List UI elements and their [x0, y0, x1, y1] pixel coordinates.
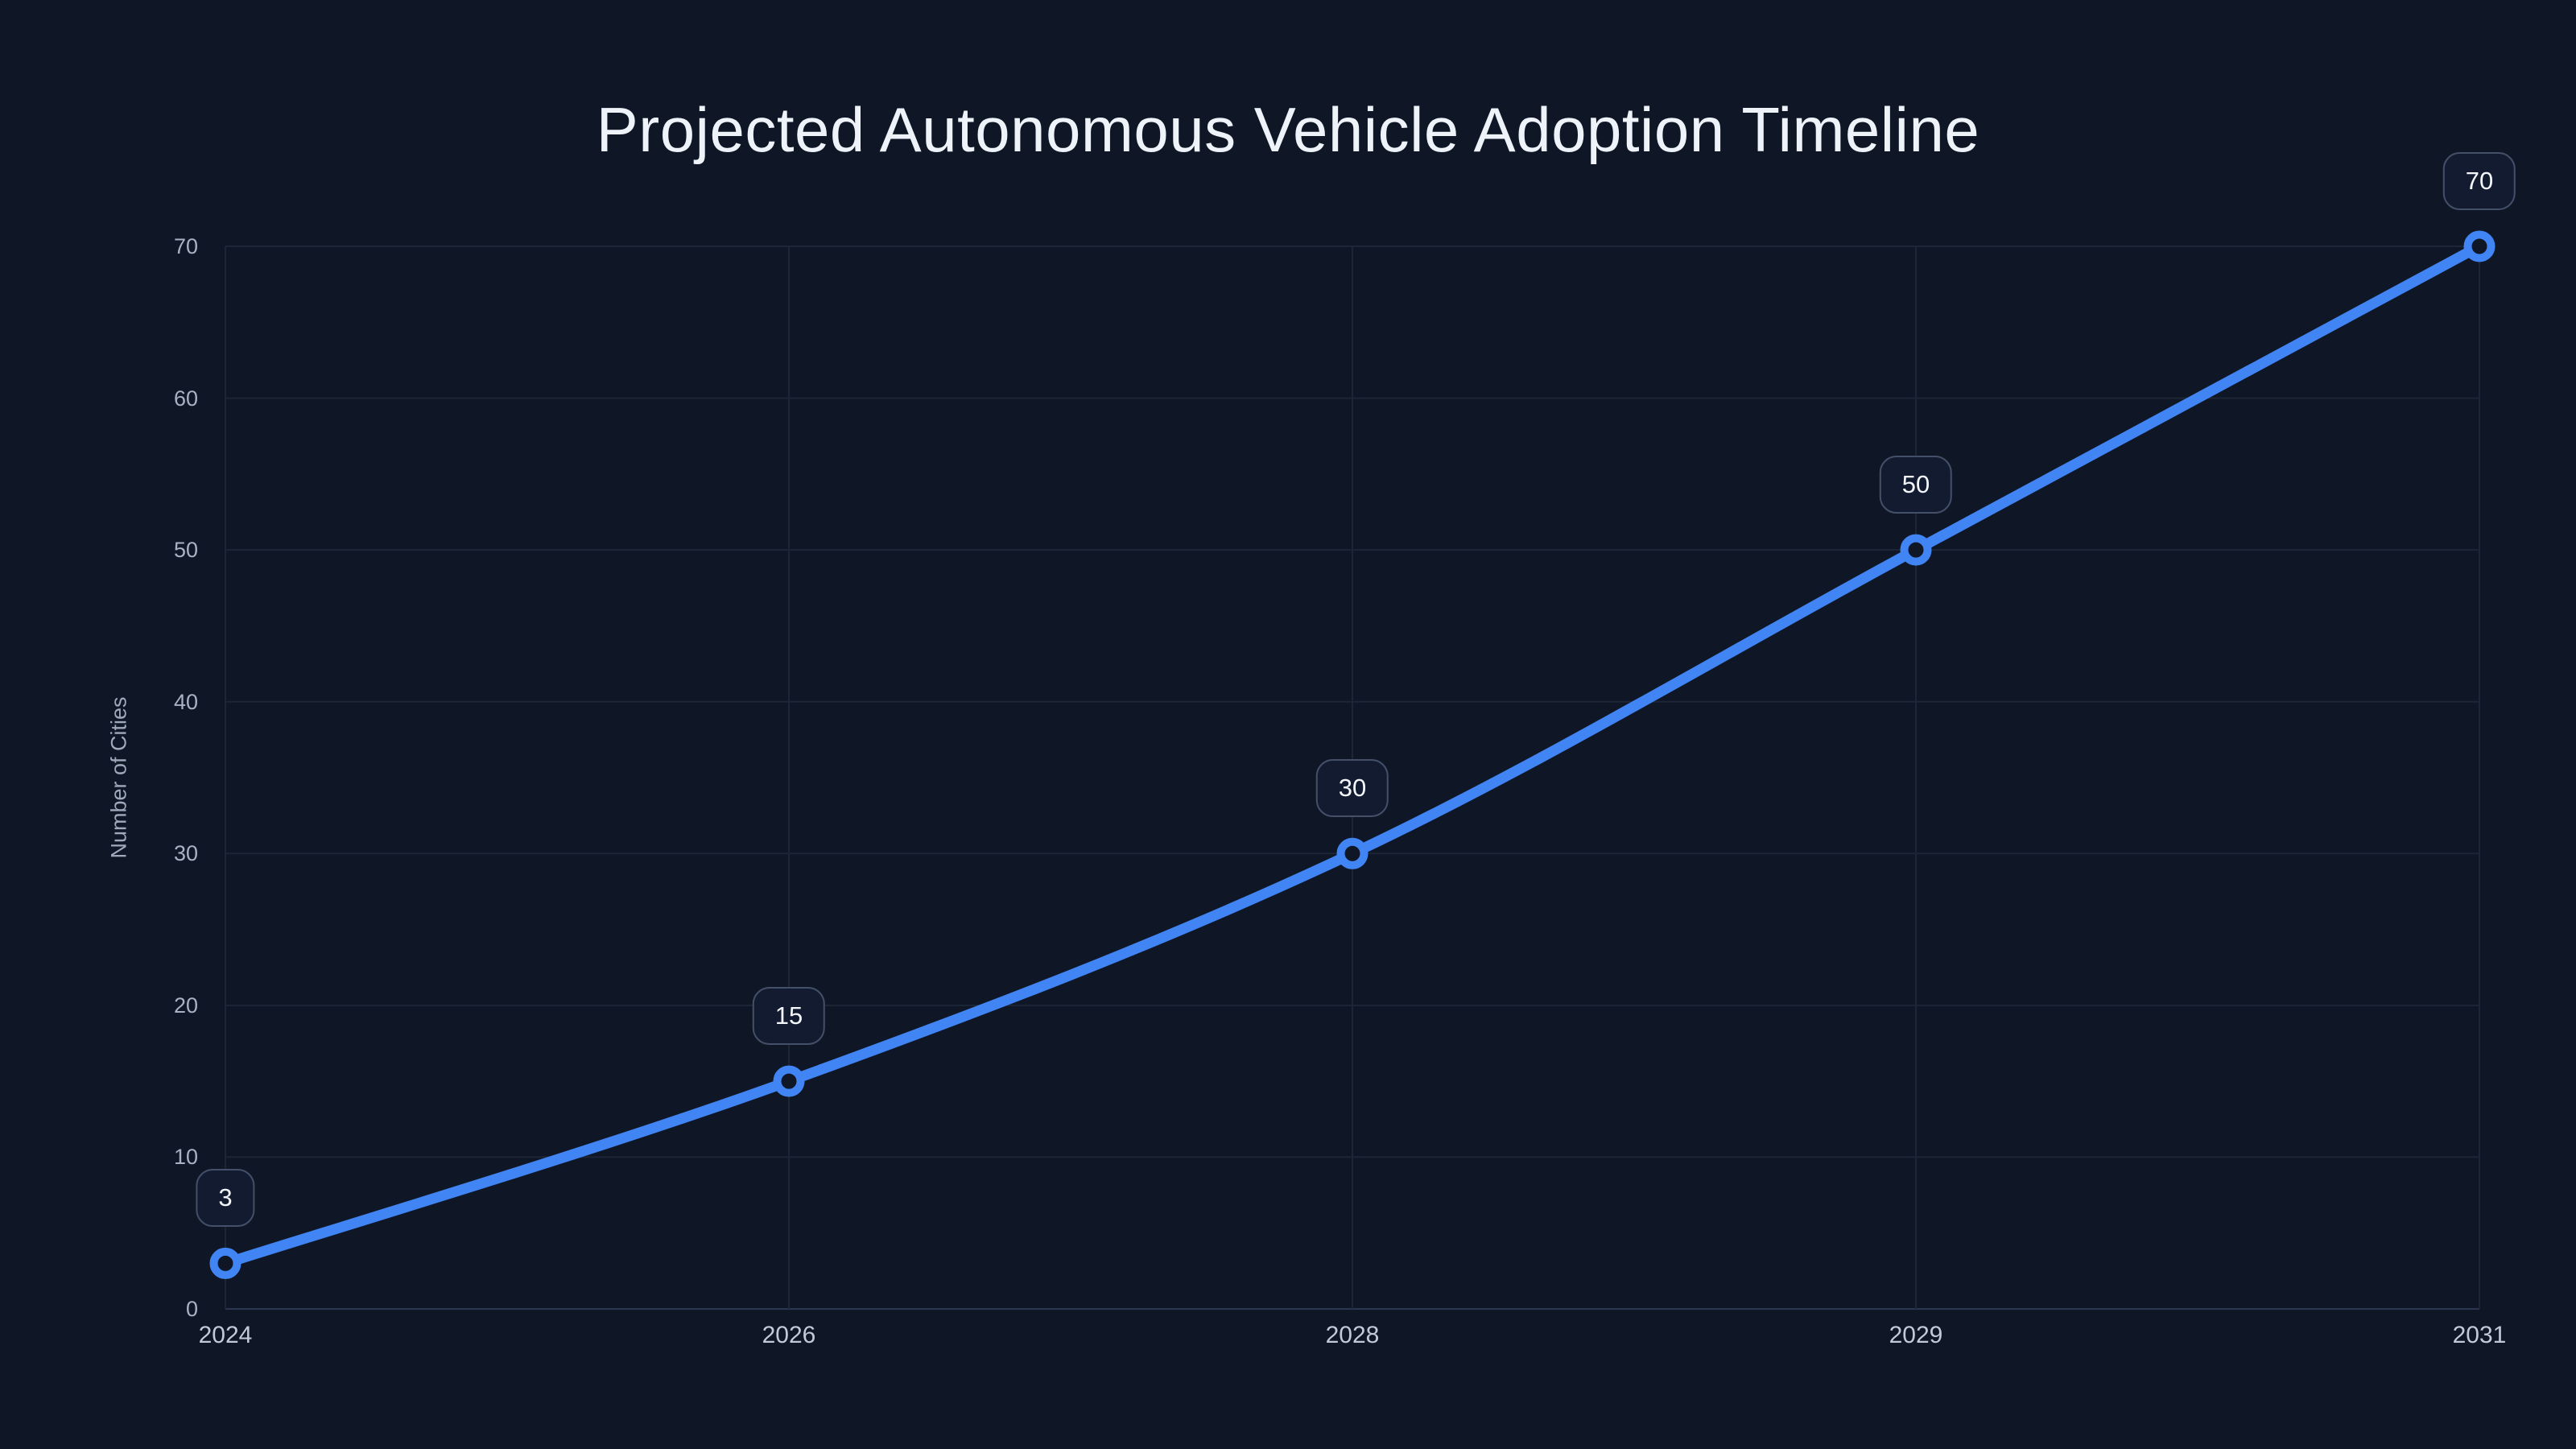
x-tick-label: 2026: [762, 1322, 816, 1348]
x-tick-label: 2029: [1889, 1322, 1943, 1348]
y-tick-label: 50: [173, 538, 198, 562]
x-tick-label: 2028: [1325, 1322, 1380, 1348]
y-tick-label: 30: [173, 841, 198, 865]
vertical-gridlines: [225, 246, 2480, 1309]
x-tick-label: 2031: [2452, 1322, 2507, 1348]
data-point-marker: [1900, 534, 1932, 566]
point-label-badge: 70: [2442, 152, 2516, 210]
y-tick-label: 10: [173, 1145, 198, 1169]
point-label-badge: 50: [1879, 456, 1953, 514]
data-point-markers: [209, 230, 2496, 1279]
point-label-badge: 3: [196, 1169, 255, 1227]
y-tick-label: 0: [185, 1297, 198, 1321]
y-axis-title: Number of Cities: [106, 696, 131, 859]
data-point-marker: [2463, 230, 2496, 262]
data-point-marker: [209, 1247, 242, 1279]
y-tick-label: 20: [173, 993, 198, 1018]
data-point-marker: [1336, 837, 1368, 869]
y-tick-label: 60: [173, 386, 198, 411]
y-tick-label: 40: [173, 690, 198, 714]
point-label-badge: 30: [1315, 759, 1389, 817]
data-point-marker: [773, 1065, 805, 1097]
chart-title: Projected Autonomous Vehicle Adoption Ti…: [596, 94, 1980, 165]
y-tick-label: 70: [173, 234, 198, 258]
x-tick-label: 2024: [198, 1322, 253, 1348]
point-label-badge: 15: [752, 987, 826, 1045]
